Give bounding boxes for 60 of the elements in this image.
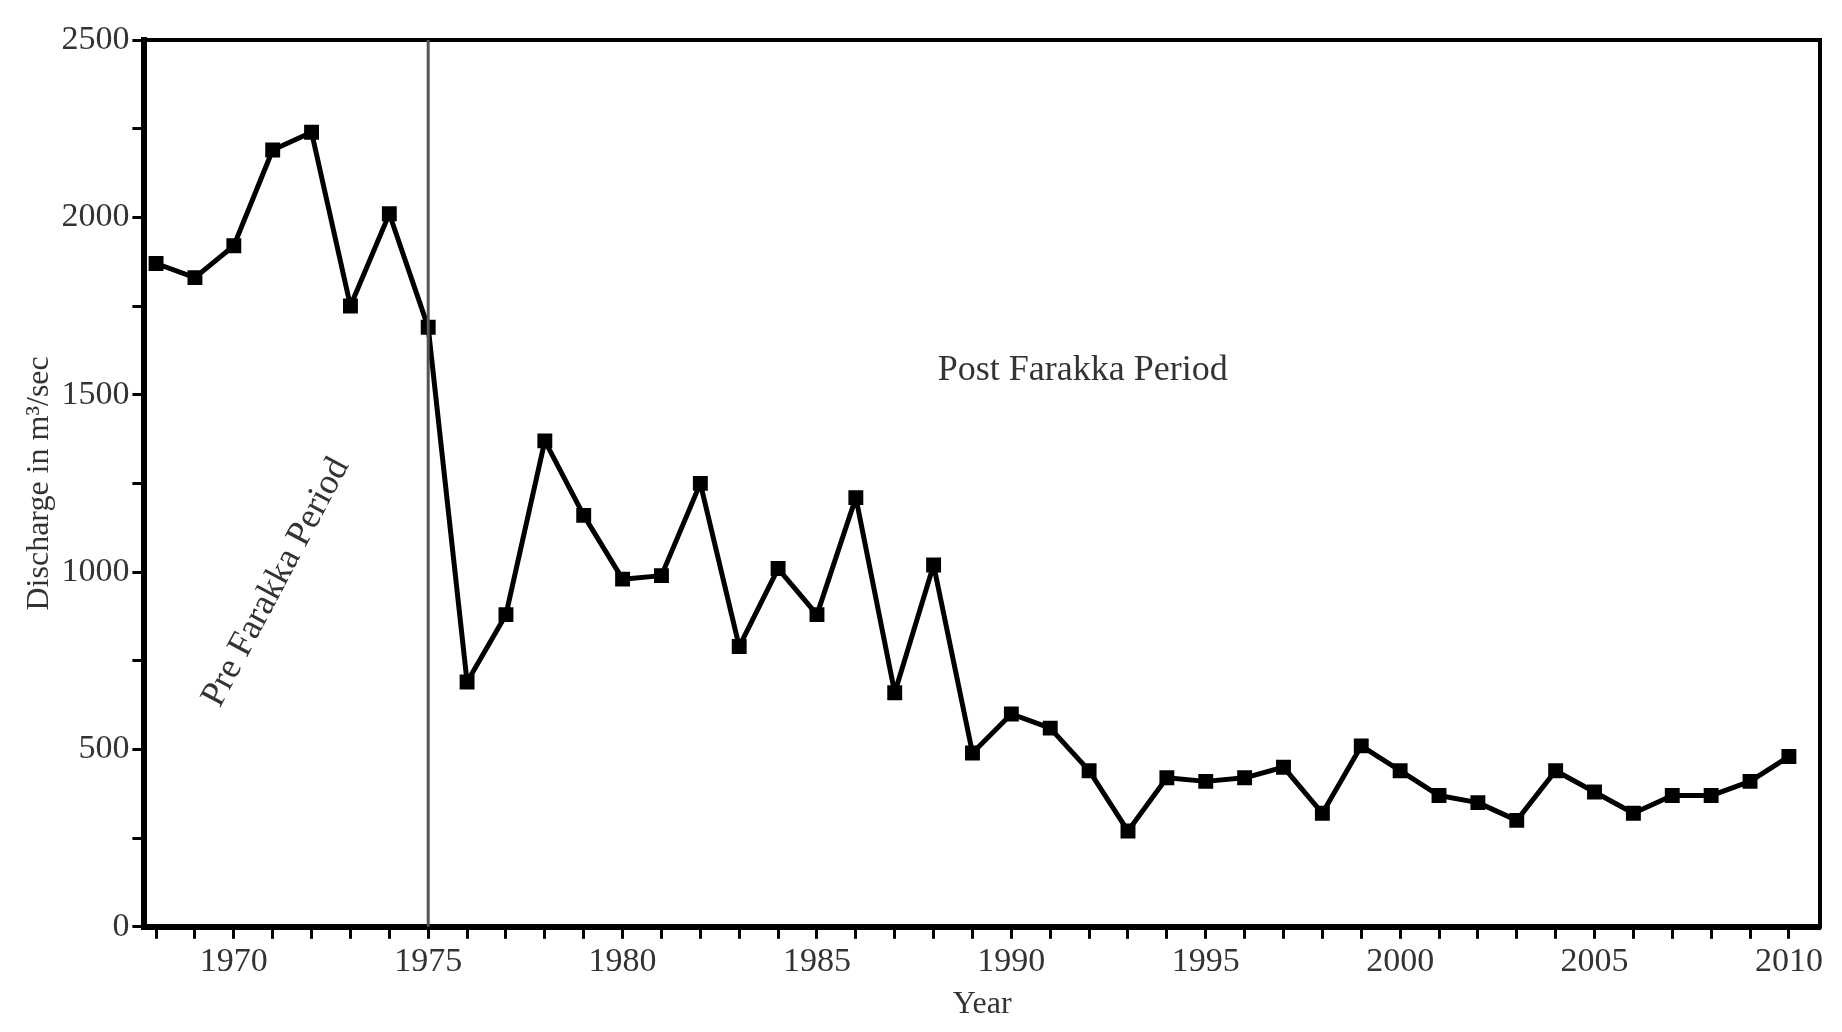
point (187, 270, 203, 286)
y-tick-label: 2500 (61, 18, 130, 56)
point (537, 433, 553, 449)
point (1781, 749, 1797, 764)
point (1003, 706, 1019, 722)
point (1431, 788, 1447, 803)
point (1509, 812, 1525, 828)
point (576, 507, 592, 523)
point (1042, 720, 1058, 736)
y-tick-label: 500 (78, 728, 130, 766)
point (1664, 788, 1680, 803)
y-axis-title: Discharge in m³/sec (18, 356, 55, 611)
point (1548, 763, 1564, 779)
y-tick-label: 1000 (61, 551, 130, 588)
point (1742, 773, 1758, 789)
point (304, 124, 320, 140)
point (654, 568, 669, 584)
point (1314, 805, 1330, 821)
point (809, 607, 825, 623)
x-tick-label: 1970 (199, 941, 268, 979)
point (459, 674, 475, 690)
point (1276, 759, 1291, 775)
point (498, 607, 514, 623)
point (1587, 784, 1602, 800)
x-tick-label: 1995 (1171, 941, 1240, 979)
point (731, 639, 747, 655)
point (1353, 738, 1369, 754)
x-tick-label: 1975 (394, 941, 463, 979)
point (1081, 763, 1097, 779)
point (1198, 773, 1214, 789)
point (770, 561, 786, 576)
y-tick-label: 2000 (61, 196, 130, 234)
point (1625, 805, 1641, 821)
point (692, 475, 708, 491)
annotation: Post Farakka Period (937, 348, 1228, 388)
point (226, 238, 242, 254)
point (848, 490, 864, 506)
point (926, 557, 942, 573)
x-tick-label: 1980 (588, 941, 657, 979)
x-tick-label: 1990 (977, 941, 1046, 979)
point (1470, 795, 1486, 811)
x-tick-label: 2010 (1754, 941, 1823, 979)
y-tick-label: 0 (112, 905, 130, 943)
point (887, 685, 903, 701)
point (343, 298, 358, 314)
x-tick-label: 2005 (1560, 941, 1629, 979)
point (1703, 788, 1719, 803)
x-tick-label: 2000 (1366, 941, 1435, 979)
x-tick-label: 1985 (782, 941, 851, 979)
point (1392, 763, 1408, 779)
x-axis-title: Year (952, 984, 1013, 1021)
point (381, 206, 397, 222)
point (1120, 823, 1136, 839)
point (1159, 770, 1175, 786)
y-tick-label: 1500 (61, 373, 130, 411)
point (265, 142, 281, 158)
point (148, 256, 164, 271)
point (965, 745, 980, 761)
point (615, 571, 631, 587)
point (1237, 770, 1253, 786)
